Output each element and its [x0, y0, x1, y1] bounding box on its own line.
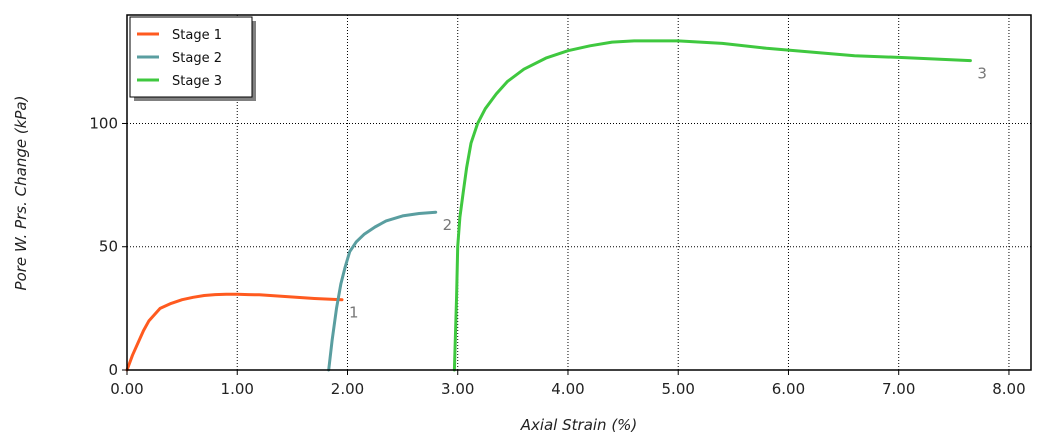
legend: Stage 1 Stage 2 Stage 3: [129, 16, 256, 101]
legend-label-stage-3: Stage 3: [172, 74, 222, 89]
y-axis-label: Pore W. Prs. Change (kPa): [12, 96, 30, 291]
grid: [127, 15, 1031, 370]
x-tick-label: 6.00: [772, 380, 805, 398]
series-end-labels: 1 2 3: [349, 65, 987, 322]
y-tick-label: 100: [89, 114, 118, 132]
x-tick-label: 8.00: [992, 380, 1025, 398]
series-line-stage-1: [125, 292, 344, 372]
x-tick-label: 7.00: [882, 380, 915, 398]
x-tick-label: 2.00: [331, 380, 364, 398]
x-tick-label: 3.00: [441, 380, 474, 398]
series-end-label-2: 2: [443, 216, 453, 234]
plot-frame: [126, 14, 1032, 371]
x-tick-label: 4.00: [551, 380, 584, 398]
x-axis-label: Axial Strain (%): [520, 416, 638, 434]
series-line-stage-2: [327, 210, 438, 372]
axis-ticks: 0.00 1.00 2.00 3.00 4.00 5.00 6.00 7.00 8.00 0 50 1…: [89, 114, 1025, 398]
series-line-stage-3: [452, 39, 972, 372]
x-tick-label: 1.00: [221, 380, 254, 398]
series-end-label-3: 3: [977, 65, 987, 83]
x-tick-label: 0.00: [110, 380, 143, 398]
y-tick-label: 50: [99, 238, 118, 256]
y-tick-label: 0: [108, 361, 118, 379]
legend-label-stage-2: Stage 2: [172, 51, 222, 66]
x-tick-label: 5.00: [662, 380, 695, 398]
series-lines: [125, 39, 972, 372]
series-end-label-1: 1: [349, 304, 359, 322]
legend-label-stage-1: Stage 1: [172, 28, 222, 43]
